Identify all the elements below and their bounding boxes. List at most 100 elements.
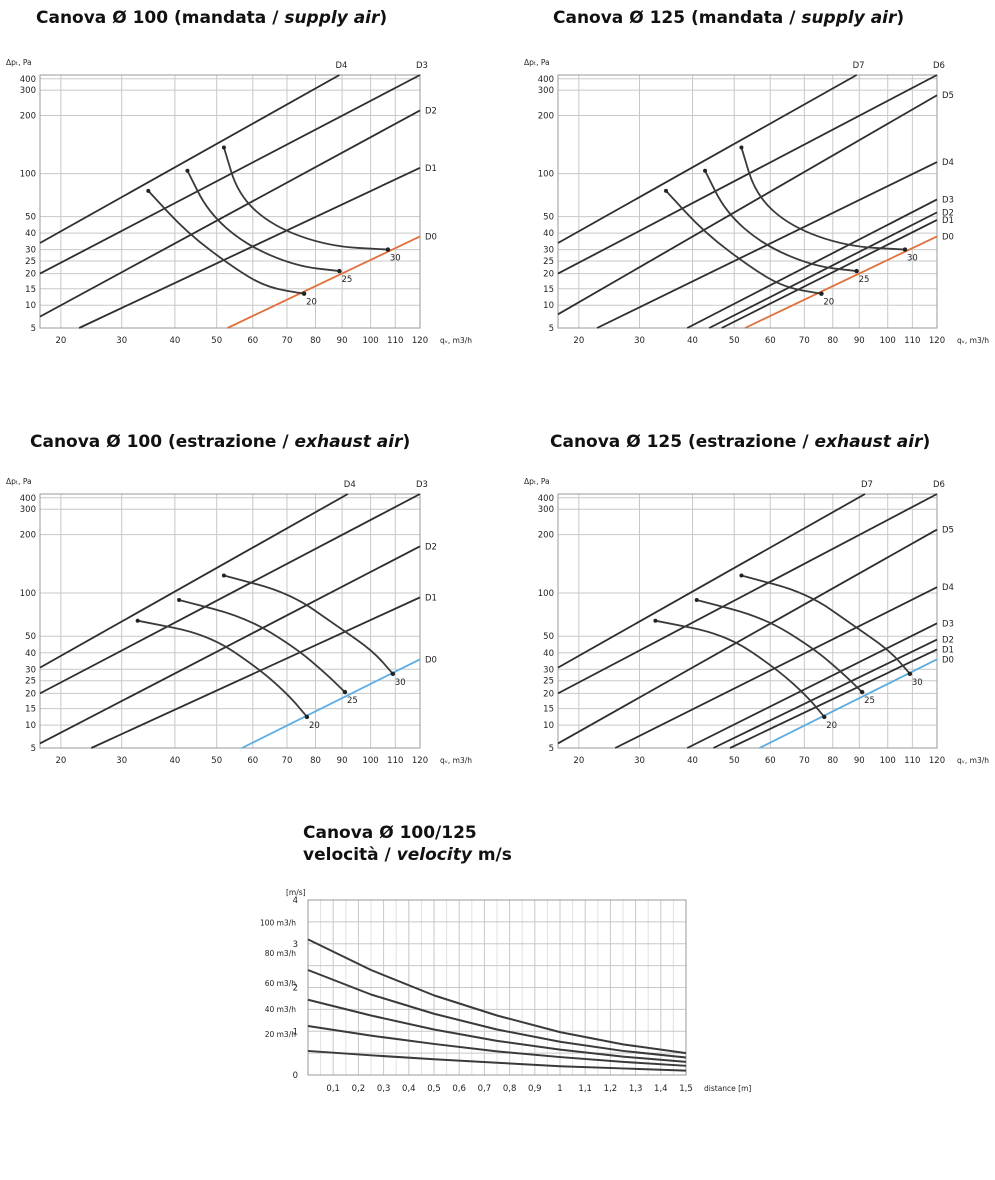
c1-series-label-d2: D2 bbox=[942, 208, 954, 218]
c0-curve-end-dot-20 bbox=[301, 291, 307, 296]
c0-x-tick-label: 110 bbox=[387, 336, 403, 346]
c2-series-line-d1 bbox=[90, 596, 421, 749]
c1-curve-label-20: 20 bbox=[823, 298, 834, 308]
c1-curve-end-dot-30 bbox=[902, 247, 908, 252]
c3-curve-start-dot-20 bbox=[653, 618, 658, 623]
c1-series-label-d7: D7 bbox=[853, 61, 865, 71]
vel-x-tick-label: 0,2 bbox=[352, 1084, 366, 1094]
c2-x-tick-label: 30 bbox=[116, 756, 127, 766]
c3-curve-start-dot-30 bbox=[739, 573, 744, 578]
c3-series-label-d2: D2 bbox=[942, 636, 954, 646]
c0-curve-30 bbox=[223, 147, 388, 251]
c3-x-tick-label: 20 bbox=[573, 756, 584, 766]
c3-curve-start-dot-25 bbox=[694, 597, 699, 602]
c2-curve-label-25: 25 bbox=[347, 696, 358, 706]
c2-x-tick-label: 50 bbox=[211, 756, 222, 766]
chart-title-supply-125: Canova Ø 125 (mandata / supply air) bbox=[553, 8, 905, 28]
c2-y-axis-label: Δpₜ, Pa bbox=[6, 477, 32, 486]
c2-curve-label-30: 30 bbox=[395, 678, 406, 688]
c0-x-tick-label: 60 bbox=[247, 336, 258, 346]
c2-series-label-d2: D2 bbox=[425, 542, 437, 552]
c3-y-tick-label: 10 bbox=[543, 721, 554, 731]
vel-x-tick-label: 0,7 bbox=[478, 1084, 492, 1094]
c0-curve-start-dot-30 bbox=[221, 145, 226, 150]
c1-curve-start-dot-20 bbox=[664, 188, 669, 193]
c2-y-tick-label: 15 bbox=[25, 705, 36, 715]
c3-curve-label-20: 20 bbox=[826, 721, 837, 731]
c3-y-tick-label: 5 bbox=[549, 744, 554, 754]
c2-curve-25 bbox=[178, 599, 346, 693]
c1-series-label-d0: D0 bbox=[942, 232, 954, 242]
vel-series-line-80 bbox=[307, 969, 687, 1059]
c0-x-tick-label: 120 bbox=[412, 336, 428, 346]
c3-curve-30 bbox=[741, 574, 911, 675]
c3-x-tick-label: 70 bbox=[799, 756, 810, 766]
c3-x-tick-label: 120 bbox=[929, 756, 945, 766]
c3-y-axis-label: Δpₜ, Pa bbox=[524, 477, 550, 486]
c2-y-tick-label: 10 bbox=[25, 721, 36, 731]
c1-curve-30 bbox=[740, 147, 906, 251]
c2-curve-end-dot-20 bbox=[304, 714, 310, 720]
c0-x-tick-label: 20 bbox=[55, 336, 66, 346]
c1-series-line-d0 bbox=[744, 235, 938, 329]
c1-x-axis-label: qᵥ, m3/h bbox=[957, 336, 989, 345]
c2-curve-20 bbox=[137, 619, 308, 718]
c1-x-tick-label: 60 bbox=[765, 336, 776, 346]
vel-series-label-20: 20 m3/h bbox=[265, 1030, 297, 1039]
c3-curve-end-dot-25 bbox=[859, 689, 865, 695]
c1-x-tick-label: 70 bbox=[799, 336, 810, 346]
c0-x-tick-label: 40 bbox=[169, 336, 180, 346]
c1-y-axis-label: Δpₜ, Pa bbox=[524, 58, 550, 67]
c2-y-tick-label: 50 bbox=[25, 632, 36, 642]
vel-x-tick-label: 0,3 bbox=[377, 1084, 391, 1094]
c2-series-line-d3 bbox=[39, 493, 421, 695]
c3-plot-frame bbox=[557, 493, 938, 749]
c0-curve-start-dot-25 bbox=[185, 168, 190, 173]
c1-curve-25 bbox=[704, 170, 857, 272]
c1-series-line-d2 bbox=[708, 211, 938, 329]
vel-y-tick-label: 1 bbox=[293, 1027, 298, 1037]
c1-y-tick-label: 30 bbox=[543, 246, 554, 256]
vel-series-label-80: 80 m3/h bbox=[265, 949, 297, 958]
c2-curve-label-20: 20 bbox=[309, 721, 320, 731]
c0-curve-label-25: 25 bbox=[341, 275, 352, 285]
c3-x-tick-label: 60 bbox=[765, 756, 776, 766]
c1-y-tick-label: 100 bbox=[538, 170, 554, 180]
vel-series-label-60: 60 m3/h bbox=[265, 979, 297, 988]
c3-curve-end-dot-30 bbox=[907, 671, 913, 677]
c2-plot-frame bbox=[39, 493, 421, 749]
vel-x-tick-label: 0,9 bbox=[528, 1084, 542, 1094]
c2-curve-start-dot-30 bbox=[221, 573, 226, 578]
c3-y-tick-label: 40 bbox=[543, 649, 554, 659]
vel-x-tick-label: 1,1 bbox=[578, 1084, 592, 1094]
c0-y-tick-label: 400 bbox=[20, 75, 36, 85]
c0-series-label-d2: D2 bbox=[425, 106, 437, 116]
c3-series-line-d4 bbox=[614, 586, 938, 749]
c0-curve-25 bbox=[186, 170, 340, 272]
c1-x-tick-label: 110 bbox=[904, 336, 920, 346]
c1-y-tick-label: 5 bbox=[549, 324, 554, 334]
c1-x-tick-label: 80 bbox=[827, 336, 838, 346]
chart-title-velocity: Canova Ø 100/125 velocità / velocity m/s bbox=[303, 823, 512, 865]
c1-curve-label-25: 25 bbox=[859, 275, 870, 285]
vel-x-tick-label: 0,6 bbox=[452, 1084, 466, 1094]
c2-curve-end-dot-25 bbox=[342, 689, 348, 695]
c0-series-line-d1 bbox=[78, 167, 421, 329]
c3-series-line-d1 bbox=[729, 648, 938, 749]
c3-series-line-d2 bbox=[712, 638, 938, 749]
c1-curve-end-dot-20 bbox=[819, 291, 824, 296]
c1-x-tick-label: 20 bbox=[573, 336, 584, 346]
c2-x-tick-label: 60 bbox=[247, 756, 258, 766]
c1-series-line-d5 bbox=[557, 94, 938, 316]
c1-x-tick-label: 100 bbox=[880, 336, 896, 346]
c3-x-tick-label: 100 bbox=[880, 756, 896, 766]
c0-curve-label-20: 20 bbox=[306, 298, 317, 308]
c0-x-tick-label: 50 bbox=[211, 336, 222, 346]
c0-curve-20 bbox=[147, 190, 305, 295]
c1-y-tick-label: 400 bbox=[538, 75, 554, 85]
c0-x-tick-label: 80 bbox=[310, 336, 321, 346]
c3-curve-20 bbox=[655, 619, 825, 718]
c3-x-tick-label: 40 bbox=[687, 756, 698, 766]
chart-title-exhaust-100: Canova Ø 100 (estrazione / exhaust air) bbox=[30, 432, 411, 452]
c1-curve-label-30: 30 bbox=[907, 254, 918, 264]
